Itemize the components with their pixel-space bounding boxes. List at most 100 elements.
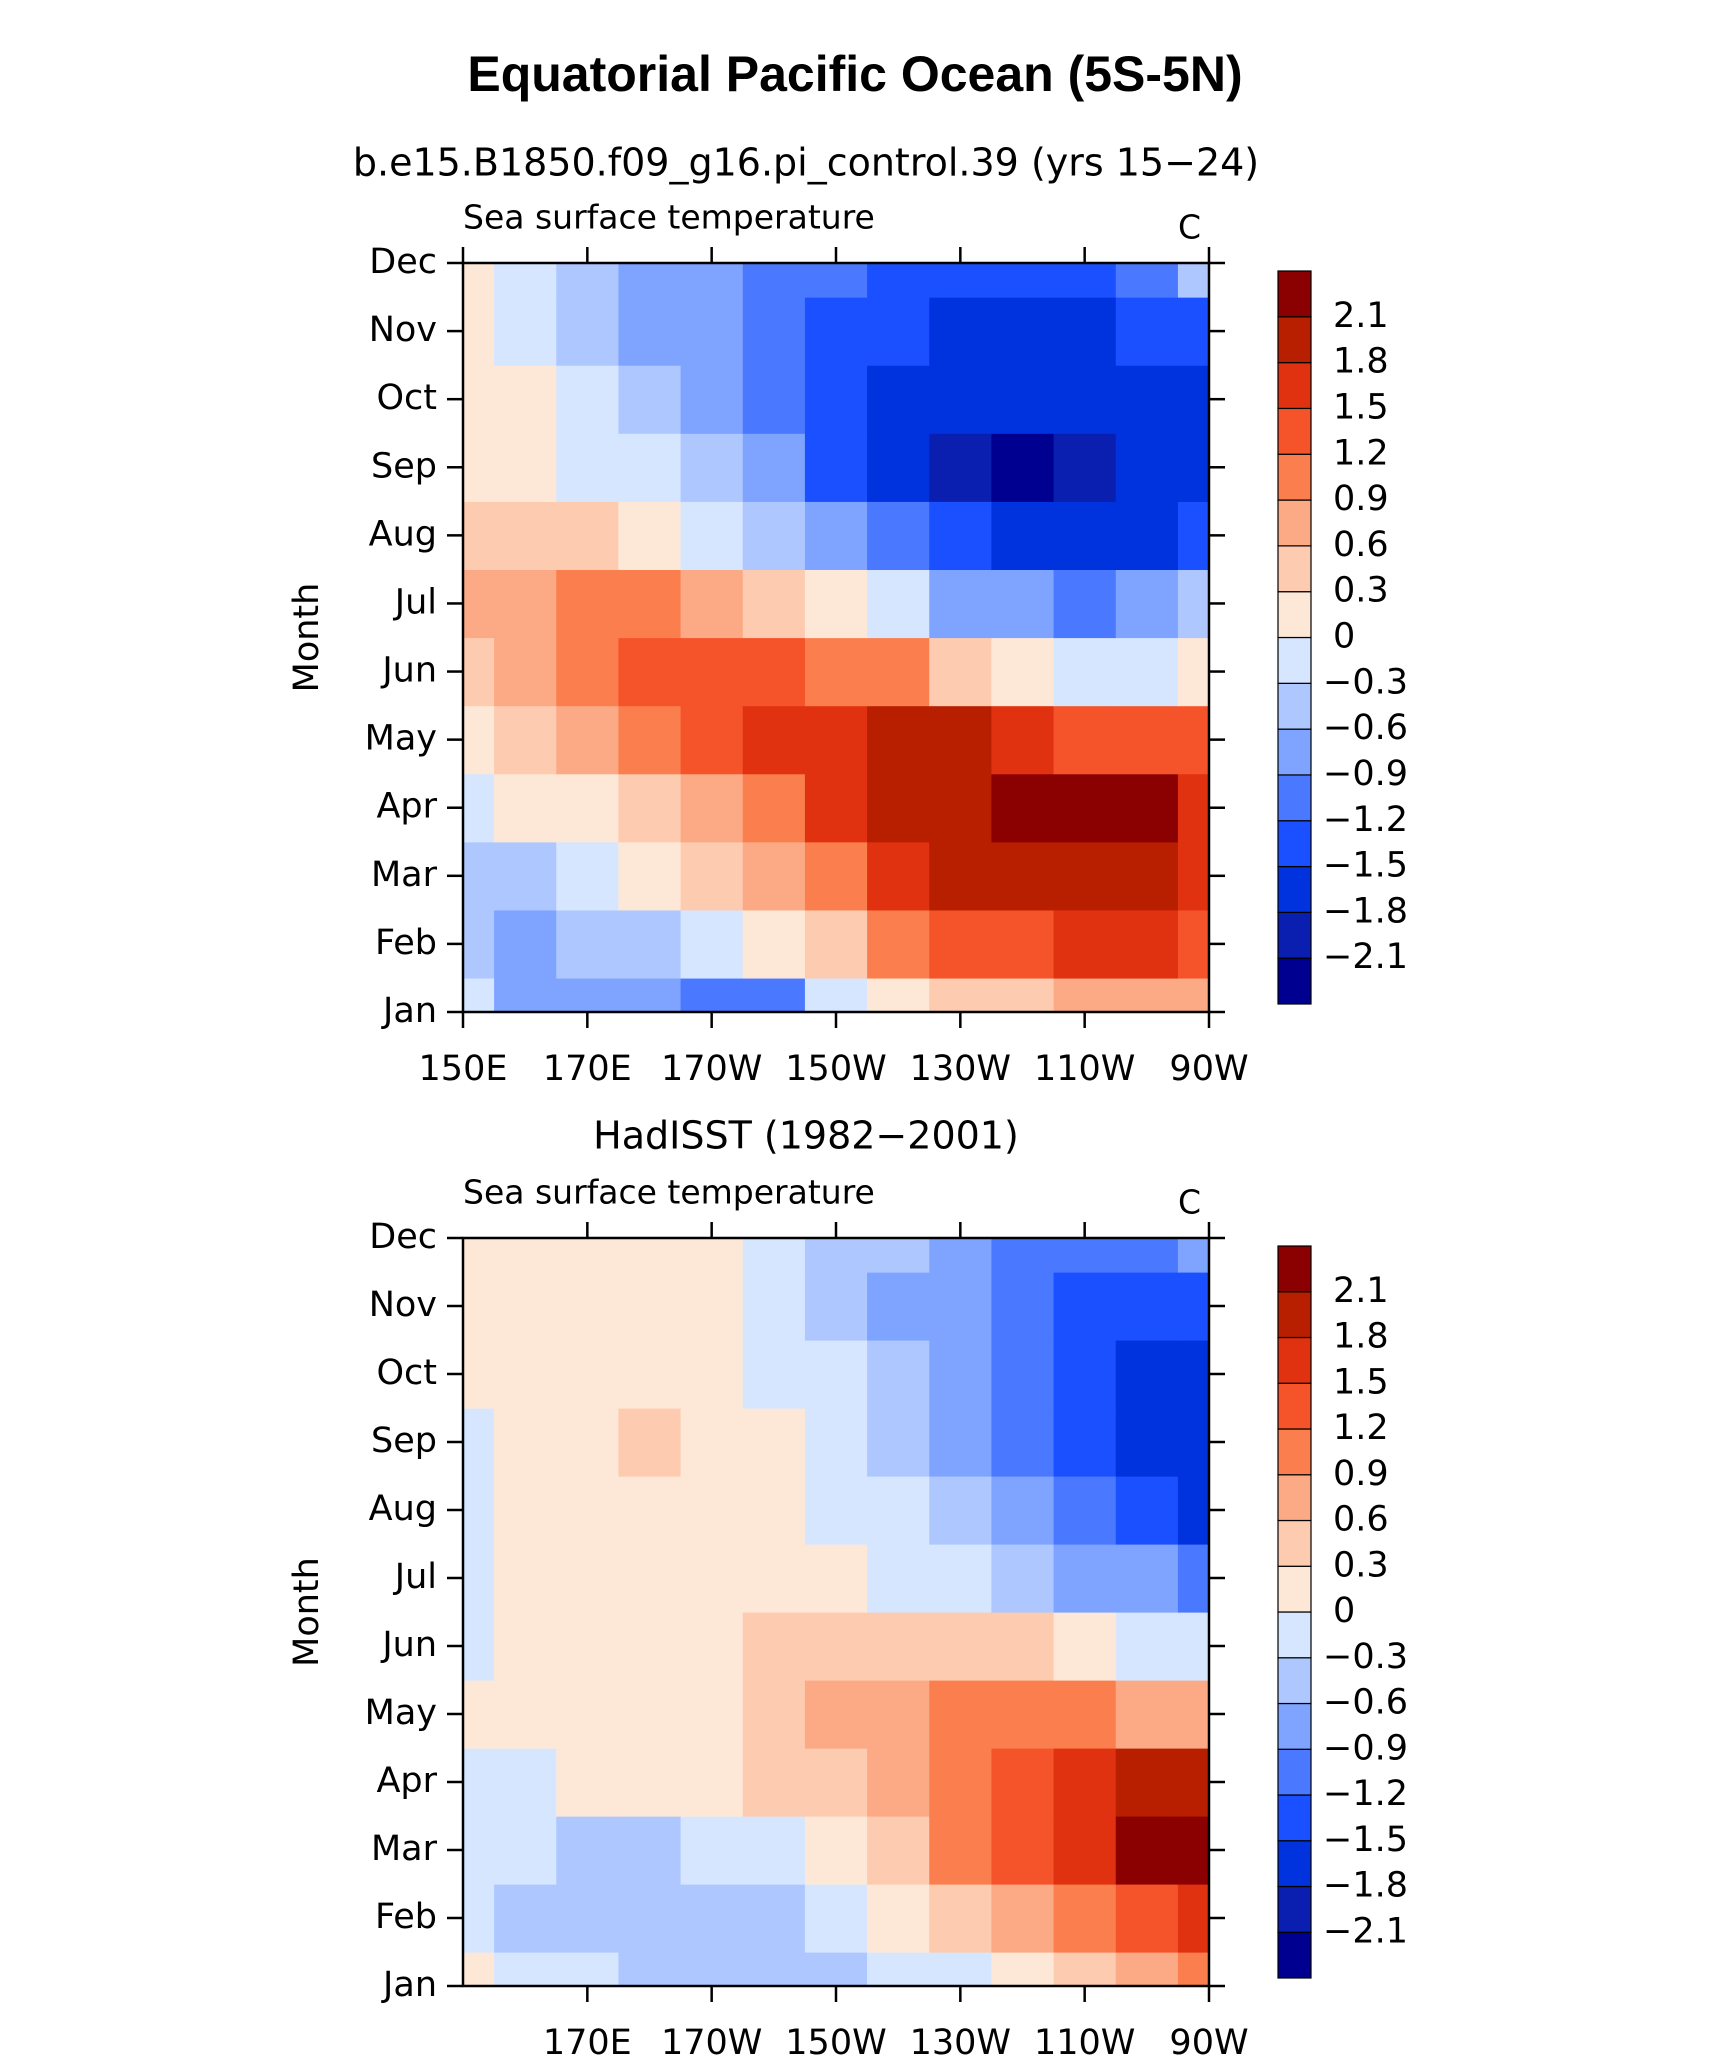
contour-cell xyxy=(742,841,806,911)
colorbar-box xyxy=(1277,820,1312,868)
contour-cell xyxy=(1177,1340,1210,1409)
y-tick-label: Feb xyxy=(375,1897,437,1937)
contour-cell xyxy=(680,1272,744,1341)
y-tick-label: Nov xyxy=(369,310,437,350)
contour-cell xyxy=(929,501,993,571)
colorbar-label: −1.8 xyxy=(1323,1866,1408,1906)
contour-cell xyxy=(804,433,868,502)
y-tick-label: May xyxy=(365,719,437,759)
contour-cell xyxy=(742,977,806,1013)
contour-cell xyxy=(680,1816,744,1885)
colorbar-box xyxy=(1277,1885,1312,1933)
contour-cell xyxy=(494,637,557,707)
x-tick-label: 150W xyxy=(785,2023,886,2062)
contour-cell xyxy=(1115,1476,1179,1545)
contour-cell xyxy=(680,1884,744,1953)
contour-cell xyxy=(991,637,1055,707)
panel-title: b.e15.B1850.f09_g16.pi_control.39 (yrs 1… xyxy=(353,141,1259,185)
contour-cell xyxy=(929,297,993,366)
contour-cell xyxy=(556,1408,620,1477)
colorbar-label: 0 xyxy=(1333,1591,1355,1631)
contour-cell xyxy=(929,1816,993,1885)
colorbar-label: −0.9 xyxy=(1323,754,1408,794)
contour-cell xyxy=(1115,365,1179,434)
contour-cell xyxy=(742,1884,806,1953)
contour-cell xyxy=(1115,705,1179,775)
contour-cell xyxy=(618,1884,682,1953)
contour-cell xyxy=(463,297,495,366)
contour-cell xyxy=(1115,841,1179,911)
contour-cell xyxy=(991,1272,1055,1341)
y-tick-label: Mar xyxy=(371,855,438,895)
colorbar-box xyxy=(1277,636,1312,684)
contour-cell xyxy=(1053,263,1117,298)
contour-cell xyxy=(804,1272,868,1341)
colorbar-box xyxy=(1277,407,1312,455)
contour-cell xyxy=(1177,1408,1210,1477)
y-tick-label: Aug xyxy=(369,514,437,554)
contour-cell xyxy=(867,1544,930,1613)
contour-cell xyxy=(1115,433,1179,502)
contour-cell xyxy=(742,1272,806,1341)
contour-cell xyxy=(463,705,495,775)
contour-cell xyxy=(929,1952,993,1987)
contour-cell xyxy=(1115,1952,1179,1987)
contour-cell xyxy=(929,1272,993,1341)
contour-cell xyxy=(618,1748,682,1817)
contour-cell xyxy=(742,773,806,843)
colorbar-box xyxy=(1277,499,1312,547)
colorbar-box xyxy=(1277,362,1312,410)
y-tick-label: May xyxy=(365,1693,437,1733)
contour-cell xyxy=(463,1612,495,1681)
contour-cell xyxy=(1115,1238,1179,1273)
contour-cell xyxy=(867,1748,930,1817)
contour-cell xyxy=(867,977,930,1013)
contour-cell xyxy=(1053,1816,1117,1885)
contour-cell xyxy=(463,977,495,1013)
colorbar-box xyxy=(1277,1474,1312,1522)
colorbar-box xyxy=(1277,774,1312,822)
contour-cell xyxy=(929,977,993,1013)
contour-cell xyxy=(804,263,868,298)
contour-cell xyxy=(556,263,620,298)
x-tick-label: 130W xyxy=(910,1049,1011,1089)
contour-cell xyxy=(494,501,557,571)
contour-cell xyxy=(991,841,1055,911)
contour-cell xyxy=(991,263,1055,298)
contour-cell xyxy=(929,1544,993,1613)
contour-cell xyxy=(804,705,868,775)
colorbar-label: 1.5 xyxy=(1333,387,1389,427)
contour-cell xyxy=(867,1884,930,1953)
contour-cell xyxy=(742,263,806,298)
contour-cell xyxy=(991,1816,1055,1885)
colorbar-label: 0.9 xyxy=(1333,479,1389,519)
contour-cell xyxy=(494,841,557,911)
contour-cell xyxy=(804,501,868,571)
contour-cell xyxy=(680,1340,744,1409)
contour-cell xyxy=(556,1952,620,1987)
contour-cell xyxy=(463,1408,495,1477)
contour-cell xyxy=(494,1748,557,1817)
colorbar-box xyxy=(1277,316,1312,364)
contour-cell xyxy=(1177,1884,1210,1953)
contour-cell xyxy=(742,1816,806,1885)
contour-cell xyxy=(867,1408,930,1477)
contour-cell xyxy=(1177,1272,1210,1341)
contour-cell xyxy=(1177,1680,1210,1749)
contour-cell xyxy=(1053,1272,1117,1341)
contour-cell xyxy=(556,297,620,366)
contour-cell xyxy=(742,705,806,775)
contour-cell xyxy=(494,1544,557,1613)
contour-cell xyxy=(494,1816,557,1885)
contour-cell xyxy=(1053,1612,1117,1681)
contour-cell xyxy=(556,841,620,911)
contour-cell xyxy=(991,1952,1055,1987)
contour-cell xyxy=(742,909,806,979)
contour-cell xyxy=(556,1340,620,1409)
contour-cell xyxy=(618,263,682,298)
contour-cell xyxy=(1177,365,1210,434)
contour-cell xyxy=(680,1952,744,1987)
colorbar-label: 1.8 xyxy=(1333,342,1389,382)
contour-cell xyxy=(867,501,930,571)
contour-cell xyxy=(1115,1340,1179,1409)
